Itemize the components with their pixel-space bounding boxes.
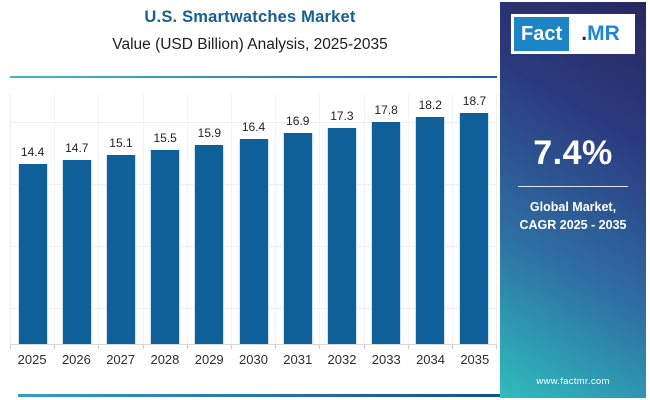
bar-value-label: 17.8 — [374, 102, 398, 117]
bar — [459, 113, 490, 344]
x-axis-tick — [232, 345, 277, 349]
bar-value-label: 14.4 — [20, 145, 45, 159]
bar-column: 15.5 — [144, 94, 188, 344]
x-tick-label: 2034 — [416, 352, 445, 367]
bars-row: 14.4 14.7 15.1 15.5 15.9 16.4 16.9 17.3 17.8 18.2… — [11, 94, 496, 344]
x-axis-tick — [276, 345, 321, 349]
sidebar-divider-line — [518, 186, 628, 187]
x-tick-label: 2031 — [283, 352, 313, 367]
sidebar: Fact . MR 7.4% Global Market, CAGR 2025 -… — [500, 2, 646, 398]
bar-value-label: 15.1 — [109, 136, 133, 151]
bar — [282, 132, 313, 344]
bar-value-label: 14.7 — [65, 141, 89, 156]
chart-panel: U.S. Smartwatches Market Value (USD Bill… — [0, 8, 500, 397]
bar-column: 17.8 — [365, 94, 409, 344]
x-axis-tick — [10, 345, 56, 349]
cagr-caption-line1: Global Market, — [529, 200, 617, 214]
x-axis-tick — [365, 345, 409, 349]
bar — [371, 121, 402, 344]
x-tick-label: 2030 — [239, 352, 268, 367]
x-tick-label: 2032 — [327, 352, 357, 367]
x-axis-tick — [188, 345, 232, 349]
logo-fact-text: Fact — [514, 17, 570, 51]
x-axis-tick — [144, 345, 188, 349]
logo-dot: . — [581, 22, 588, 45]
x-axis-tick — [99, 345, 144, 349]
bar — [105, 155, 136, 344]
plot-area: 14.4 14.7 15.1 15.5 15.9 16.4 16.9 17.3 17.8 18.2… — [10, 94, 497, 344]
bar-value-label: 15.5 — [153, 131, 177, 146]
x-tick-label: 2025 — [17, 352, 47, 367]
x-axis-tick — [320, 345, 365, 349]
bar — [238, 139, 269, 344]
x-tick-label: 2033 — [371, 352, 401, 367]
bar-column: 16.9 — [276, 94, 321, 344]
factmr-logo: Fact . MR — [511, 14, 635, 54]
logo-mr-text: MR — [587, 22, 620, 45]
cagr-value: 7.4% — [533, 134, 613, 172]
bottom-divider-line — [18, 394, 500, 397]
bar — [17, 164, 48, 344]
cagr-caption-line2: CAGR 2025 - 2035 — [519, 218, 627, 232]
bar-value-label: 17.3 — [330, 108, 354, 123]
bar — [61, 160, 92, 344]
bar-value-label: 18.2 — [418, 97, 442, 112]
bar — [194, 145, 225, 344]
website-url: www.factmr.com — [536, 376, 610, 387]
x-tick-label: 2027 — [106, 352, 136, 367]
chart-header: U.S. Smartwatches Market Value (USD Bill… — [0, 8, 500, 54]
x-axis-tick — [453, 345, 498, 349]
chart-subtitle: Value (USD Billion) Analysis, 2025-2035 — [112, 36, 388, 53]
chart-title: U.S. Smartwatches Market — [144, 8, 356, 26]
bar-column: 18.2 — [409, 94, 453, 344]
bar-column: 14.7 — [55, 94, 100, 344]
bar-column: 17.3 — [320, 94, 365, 344]
gridline — [11, 122, 496, 123]
bar-value-label: 18.7 — [462, 94, 487, 108]
bar — [415, 116, 446, 344]
bar-value-label: 16.4 — [241, 120, 266, 134]
bar-value-label: 16.9 — [286, 113, 310, 128]
bar-column: 14.4 — [11, 94, 56, 344]
x-axis-tick — [55, 345, 100, 349]
bar-value-label: 15.9 — [197, 126, 222, 141]
bar — [326, 127, 357, 344]
x-tick-label: 2035 — [460, 352, 490, 367]
x-tick-label: 2026 — [61, 352, 91, 367]
x-axis-tick — [409, 345, 453, 349]
header-divider-line — [10, 76, 497, 78]
bar — [150, 150, 181, 344]
logo-mr-block: . MR — [569, 17, 632, 51]
bar-column: 15.1 — [99, 94, 144, 344]
cagr-caption: Global Market, CAGR 2025 - 2035 — [500, 198, 646, 234]
x-tick-label: 2029 — [194, 352, 224, 367]
x-axis — [10, 344, 498, 349]
bar-column: 18.7 — [453, 94, 496, 344]
bar-column: 15.9 — [188, 94, 232, 344]
x-tick-label: 2028 — [150, 352, 180, 367]
x-axis-labels: 2025 2026 2027 2028 2029 2030 2031 2032 2033 2034… — [10, 352, 497, 367]
bar-column: 16.4 — [232, 94, 277, 344]
